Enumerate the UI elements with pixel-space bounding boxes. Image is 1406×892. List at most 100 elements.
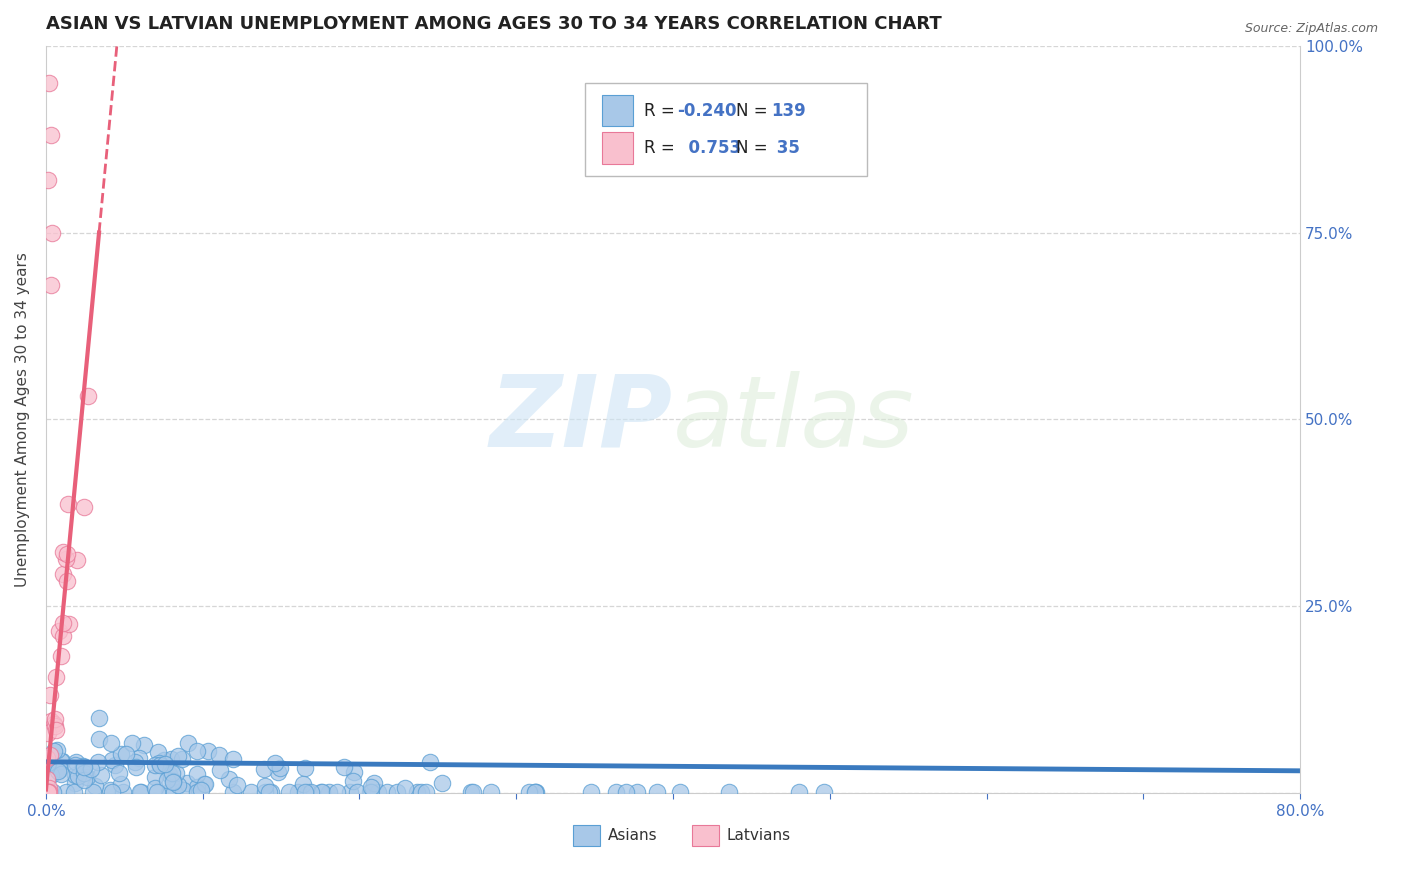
Point bbox=[58, 617, 80, 632]
Point bbox=[415, 785, 437, 799]
Point bbox=[110, 747, 132, 762]
Point bbox=[225, 778, 247, 792]
Point bbox=[194, 777, 217, 791]
Point bbox=[411, 785, 433, 799]
Point bbox=[218, 772, 240, 786]
Point bbox=[339, 785, 361, 799]
Point bbox=[77, 389, 100, 403]
Point bbox=[39, 768, 62, 782]
Point bbox=[254, 785, 277, 799]
Point bbox=[132, 739, 155, 753]
Point bbox=[523, 785, 546, 799]
Point bbox=[360, 780, 382, 794]
Point bbox=[55, 552, 77, 566]
Point bbox=[363, 776, 385, 790]
Point bbox=[76, 770, 98, 784]
Point bbox=[153, 756, 176, 771]
Point bbox=[162, 773, 184, 788]
Point bbox=[146, 745, 169, 759]
Point bbox=[432, 776, 454, 790]
Point bbox=[143, 770, 166, 784]
Point bbox=[326, 785, 349, 799]
Point bbox=[89, 711, 111, 725]
Point bbox=[342, 773, 364, 788]
Point bbox=[44, 743, 66, 757]
Text: Latvians: Latvians bbox=[727, 828, 792, 843]
Point bbox=[98, 783, 121, 797]
Point bbox=[264, 756, 287, 770]
Point bbox=[152, 753, 174, 767]
Point bbox=[38, 780, 60, 795]
Point bbox=[343, 764, 366, 779]
Point bbox=[157, 767, 180, 781]
Point bbox=[394, 780, 416, 795]
Point bbox=[38, 76, 60, 90]
Text: R =: R = bbox=[644, 102, 681, 120]
Point bbox=[124, 756, 146, 770]
Point bbox=[51, 754, 73, 768]
Point bbox=[37, 784, 59, 798]
Point bbox=[37, 173, 59, 187]
Point bbox=[346, 785, 368, 799]
Point bbox=[524, 785, 547, 799]
Point bbox=[186, 767, 208, 781]
Point bbox=[55, 574, 77, 589]
Point bbox=[143, 758, 166, 772]
Point bbox=[266, 764, 288, 779]
Text: atlas: atlas bbox=[673, 371, 915, 468]
Point bbox=[72, 760, 94, 774]
Point bbox=[209, 763, 232, 777]
Point bbox=[86, 755, 108, 769]
Point bbox=[65, 755, 87, 769]
Point bbox=[360, 785, 382, 799]
Point bbox=[44, 719, 66, 733]
Text: 139: 139 bbox=[770, 102, 806, 120]
Y-axis label: Unemployment Among Ages 30 to 34 years: Unemployment Among Ages 30 to 34 years bbox=[15, 252, 30, 587]
Point bbox=[42, 785, 65, 799]
Text: ZIP: ZIP bbox=[491, 371, 673, 468]
Point bbox=[193, 777, 215, 791]
Text: Source: ZipAtlas.com: Source: ZipAtlas.com bbox=[1244, 22, 1378, 36]
Point bbox=[41, 226, 63, 240]
Point bbox=[44, 712, 66, 726]
Point bbox=[311, 785, 333, 799]
Point bbox=[197, 744, 219, 758]
Point bbox=[83, 779, 105, 793]
Text: N =: N = bbox=[735, 102, 772, 120]
Point bbox=[294, 785, 316, 799]
Point bbox=[253, 762, 276, 776]
Point bbox=[107, 766, 129, 780]
Point bbox=[167, 778, 190, 792]
Point bbox=[240, 785, 263, 799]
Point bbox=[49, 766, 72, 780]
FancyBboxPatch shape bbox=[602, 132, 633, 164]
Point bbox=[186, 785, 208, 799]
Point bbox=[49, 649, 72, 664]
Point bbox=[45, 670, 67, 684]
Point bbox=[38, 785, 60, 799]
Point bbox=[148, 756, 170, 771]
Point bbox=[110, 777, 132, 791]
Point bbox=[48, 624, 70, 638]
Point bbox=[176, 776, 198, 790]
Point bbox=[479, 785, 502, 799]
Point bbox=[385, 785, 408, 799]
Point bbox=[163, 785, 186, 799]
Point bbox=[311, 785, 333, 799]
Point bbox=[318, 785, 340, 799]
Point bbox=[63, 785, 86, 799]
FancyBboxPatch shape bbox=[602, 95, 633, 127]
Point bbox=[49, 762, 72, 776]
Point bbox=[63, 768, 86, 782]
Point bbox=[165, 766, 187, 780]
Text: Asians: Asians bbox=[607, 828, 658, 843]
Point bbox=[222, 785, 245, 799]
Point bbox=[52, 616, 75, 631]
Point bbox=[581, 785, 603, 799]
FancyBboxPatch shape bbox=[585, 83, 868, 177]
Point bbox=[73, 500, 96, 515]
Point bbox=[173, 783, 195, 797]
Point bbox=[186, 780, 208, 795]
Point bbox=[170, 752, 193, 766]
Point bbox=[58, 497, 80, 511]
